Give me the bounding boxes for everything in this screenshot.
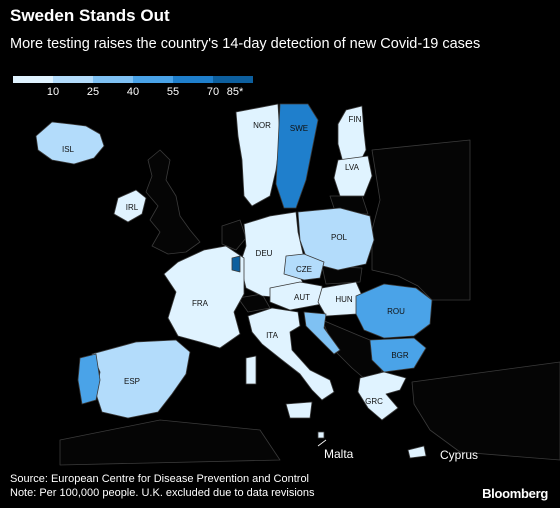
label-ita: ITA — [266, 331, 279, 340]
source-note: Source: European Centre for Disease Prev… — [10, 473, 310, 485]
switzerland-landmass — [237, 293, 271, 313]
country-hrv — [303, 311, 341, 355]
legend-swatch — [53, 76, 93, 83]
label-pol: POL — [331, 233, 348, 242]
chart-title: Sweden Stands Out — [10, 6, 170, 25]
label-aut: AUT — [294, 293, 310, 302]
label-lva: LVA — [345, 163, 360, 172]
legend-swatch — [13, 76, 53, 83]
country-fra — [163, 245, 245, 349]
label-cyprus: Cyprus — [440, 448, 478, 462]
legend-tick: 40 — [126, 86, 140, 98]
country-isl — [35, 121, 105, 165]
label-isl: ISL — [62, 145, 75, 154]
north-africa-landmass — [59, 419, 281, 466]
label-nor: NOR — [253, 121, 271, 130]
country-esp — [91, 339, 191, 419]
color-legend: 10 25 40 55 70 85* — [13, 76, 273, 99]
benelux-landmass — [221, 219, 247, 251]
country-swe — [275, 103, 319, 209]
country-cyp — [407, 445, 427, 459]
label-bgr: BGR — [391, 351, 409, 360]
legend-swatch — [93, 76, 133, 83]
label-deu: DEU — [256, 249, 273, 258]
label-swe: SWE — [290, 124, 308, 133]
country-cze — [283, 253, 325, 281]
footnote: Note: Per 100,000 people. U.K. excluded … — [10, 487, 315, 499]
turkey-landmass — [411, 361, 560, 461]
country-lva — [333, 155, 373, 197]
legend-swatch — [173, 76, 213, 83]
country-grc — [357, 371, 407, 421]
label-rou: ROU — [387, 307, 405, 316]
legend-tick: 70 — [206, 86, 220, 98]
country-prt — [77, 353, 101, 405]
country-rou — [355, 283, 433, 339]
uk-landmass — [145, 149, 201, 255]
label-grc: GRC — [365, 397, 383, 406]
label-esp: ESP — [124, 377, 140, 386]
country-bgr — [369, 337, 427, 373]
label-cze: CZE — [296, 265, 312, 274]
label-fin: FIN — [349, 115, 362, 124]
label-hun: HUN — [335, 295, 353, 304]
legend-tick: 55 — [166, 86, 180, 98]
legend-tick: 85* — [226, 86, 244, 98]
label-malta: Malta — [324, 447, 354, 461]
country-sicily — [285, 401, 313, 419]
country-lux — [231, 255, 241, 273]
malta-leader-line — [317, 439, 327, 447]
country-irl — [113, 189, 147, 223]
legend-swatch — [133, 76, 173, 83]
label-fra: FRA — [192, 299, 209, 308]
eastern-europe-landmass — [371, 139, 471, 301]
chart-subtitle: More testing raises the country's 14-day… — [10, 36, 481, 52]
country-ita — [247, 307, 335, 401]
country-nor — [235, 103, 281, 207]
legend-color-bar — [13, 76, 273, 83]
legend-swatch — [213, 76, 253, 83]
country-sardinia — [245, 355, 257, 385]
bloomberg-logo: Bloomberg — [482, 486, 548, 501]
legend-tick: 10 — [46, 86, 60, 98]
label-irl: IRL — [126, 203, 139, 212]
legend-tick: 25 — [86, 86, 100, 98]
country-pol — [297, 207, 375, 271]
country-mlt — [317, 431, 325, 439]
